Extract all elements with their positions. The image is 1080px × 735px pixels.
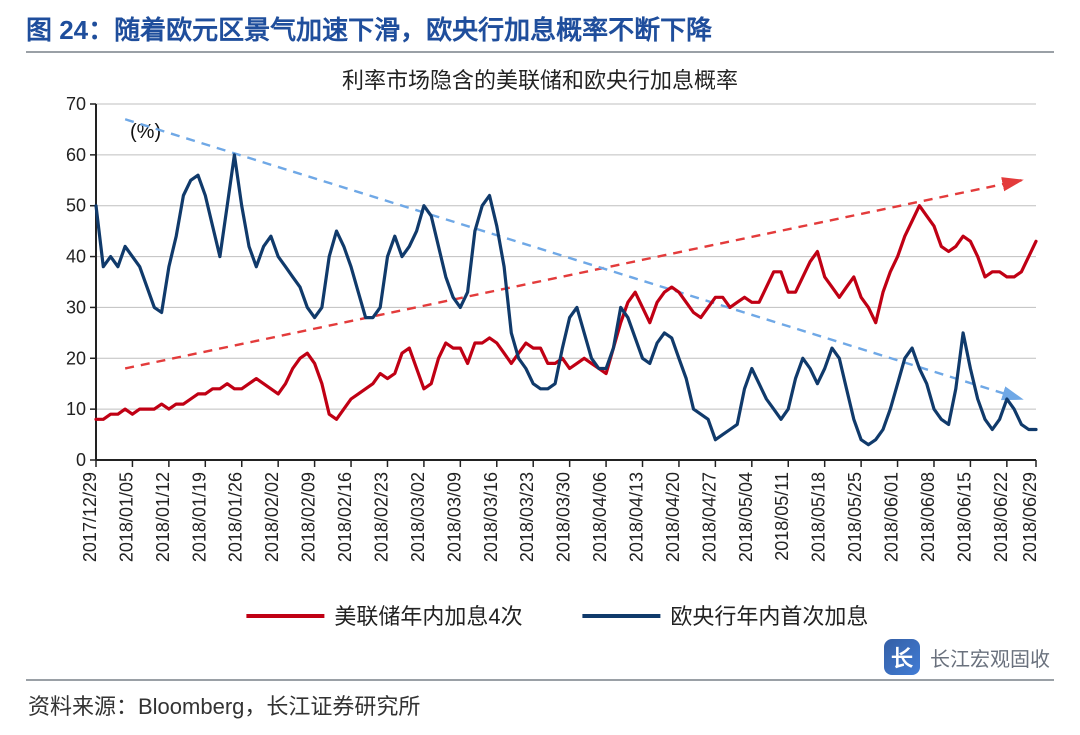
svg-text:2018/04/20: 2018/04/20 xyxy=(663,472,683,562)
svg-text:0: 0 xyxy=(76,450,86,470)
svg-text:(%): (%) xyxy=(130,121,161,143)
watermark: 长 长江宏观固收 xyxy=(884,639,1050,675)
svg-text:20: 20 xyxy=(66,348,86,368)
svg-text:40: 40 xyxy=(66,247,86,267)
svg-text:欧央行年内首次加息: 欧央行年内首次加息 xyxy=(670,604,868,629)
svg-text:2018/06/15: 2018/06/15 xyxy=(954,472,974,562)
svg-text:2018/04/27: 2018/04/27 xyxy=(699,472,719,562)
svg-text:10: 10 xyxy=(66,399,86,419)
svg-text:2018/06/08: 2018/06/08 xyxy=(918,472,938,562)
figure-title: 图 24：随着欧元区景气加速下滑，欧央行加息概率不断下降 xyxy=(0,0,1080,51)
title-underline xyxy=(26,51,1054,53)
svg-text:70: 70 xyxy=(66,94,86,114)
svg-text:2018/05/18: 2018/05/18 xyxy=(809,472,829,562)
svg-text:50: 50 xyxy=(66,196,86,216)
svg-text:2018/05/11: 2018/05/11 xyxy=(772,472,792,561)
watermark-text: 长江宏观固收 xyxy=(930,643,1050,672)
svg-text:2018/06/22: 2018/06/22 xyxy=(991,472,1011,562)
svg-text:2018/05/25: 2018/05/25 xyxy=(845,472,865,562)
watermark-icon: 长 xyxy=(884,639,920,675)
svg-text:2018/02/02: 2018/02/02 xyxy=(262,472,282,562)
footer-divider xyxy=(26,679,1054,681)
svg-text:2018/06/01: 2018/06/01 xyxy=(882,472,902,562)
line-chart-svg: 0 10 20 30 40 50 60 70 2017/12/29 2018/01/05 2018/… xyxy=(26,82,1054,648)
svg-text:2018/02/09: 2018/02/09 xyxy=(299,472,319,562)
svg-text:2018/06/29: 2018/06/29 xyxy=(1020,472,1040,562)
svg-text:2018/01/19: 2018/01/19 xyxy=(189,472,209,562)
svg-text:2018/02/16: 2018/02/16 xyxy=(335,472,355,562)
svg-text:2018/01/05: 2018/01/05 xyxy=(116,472,136,562)
svg-text:2018/03/16: 2018/03/16 xyxy=(481,472,501,562)
svg-text:2018/01/12: 2018/01/12 xyxy=(153,472,173,562)
svg-text:2017/12/29: 2017/12/29 xyxy=(80,472,100,562)
svg-text:2018/01/26: 2018/01/26 xyxy=(226,472,246,562)
svg-text:2018/05/04: 2018/05/04 xyxy=(736,472,756,562)
svg-text:60: 60 xyxy=(66,145,86,165)
chart-area: 0 10 20 30 40 50 60 70 2017/12/29 2018/01/05 2018/… xyxy=(26,82,1054,648)
svg-text:2018/03/30: 2018/03/30 xyxy=(554,472,574,562)
svg-text:2018/03/23: 2018/03/23 xyxy=(517,472,537,562)
svg-text:2018/03/02: 2018/03/02 xyxy=(408,472,428,562)
svg-text:2018/02/23: 2018/02/23 xyxy=(371,472,391,562)
svg-text:2018/03/09: 2018/03/09 xyxy=(444,472,464,562)
svg-text:2018/04/13: 2018/04/13 xyxy=(627,472,647,562)
source-text: 资料来源：Bloomberg，长江证券研究所 xyxy=(28,689,420,721)
svg-text:30: 30 xyxy=(66,297,86,317)
svg-text:2018/04/06: 2018/04/06 xyxy=(590,472,610,562)
svg-text:美联储年内加息4次: 美联储年内加息4次 xyxy=(334,604,522,629)
